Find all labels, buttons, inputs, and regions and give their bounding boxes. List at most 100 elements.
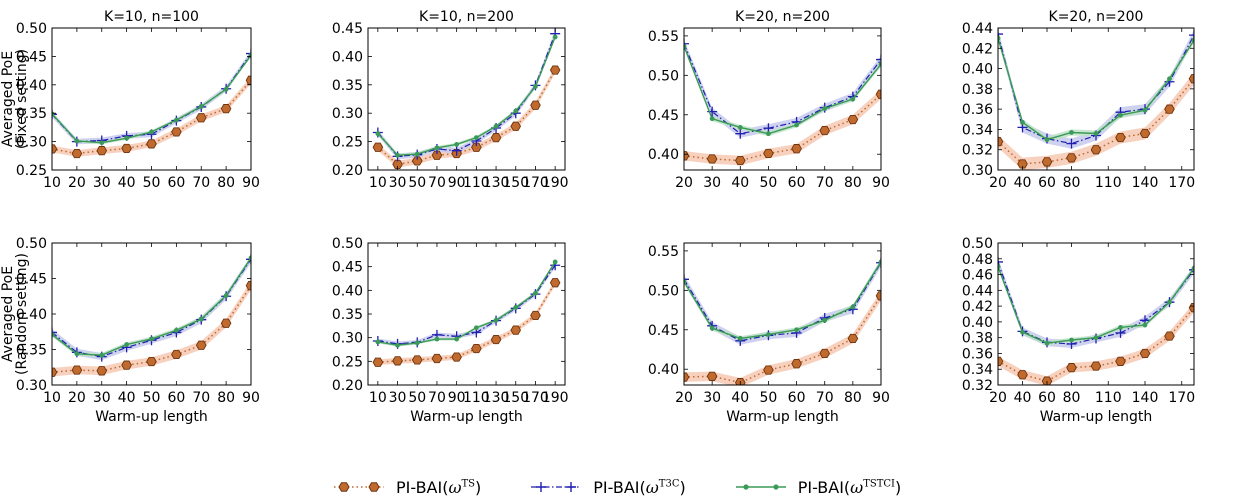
point-tstci (473, 325, 479, 331)
point-ts (121, 143, 132, 154)
point-ts (96, 146, 108, 156)
point-ts (1164, 104, 1175, 114)
series-line-tstci (377, 261, 556, 346)
point-t3c (451, 145, 462, 156)
point-tstci (1142, 107, 1148, 113)
point-tstci (709, 325, 715, 331)
point-tstci (1093, 131, 1099, 136)
x-tick-label: 10 (43, 175, 61, 191)
y-tick-label: 0.30 (16, 135, 47, 151)
point-tstci (552, 34, 558, 40)
x-tick-label: 50 (408, 390, 426, 406)
y-tick-label: 0.40 (16, 78, 47, 94)
point-tstci (414, 151, 420, 157)
point-tstci (998, 35, 1001, 41)
point-tstci (99, 352, 105, 358)
series-line-t3c (684, 43, 881, 135)
point-tstci (395, 342, 400, 348)
legend-swatch-tstci (735, 484, 786, 490)
y-tick-label: 0.40 (332, 283, 363, 299)
y-tick-label: 0.44 (962, 21, 993, 37)
x-tick-label: 70 (816, 175, 834, 191)
point-t3c (735, 128, 746, 139)
point-tstci (794, 122, 799, 128)
point-tstci (794, 327, 799, 333)
y-tick-label: 0.35 (332, 307, 363, 323)
point-ts (706, 371, 718, 381)
x-tick-label: 50 (760, 390, 778, 406)
y-tick-label: 0.30 (332, 106, 363, 122)
point-tstci (434, 145, 440, 151)
x-axis-label: Warm-up length (1040, 409, 1153, 425)
axes-frame (367, 27, 566, 171)
point-ts (549, 278, 561, 288)
point-tstci (52, 111, 55, 117)
point-ts (1139, 128, 1151, 139)
panel-title: K=20, n=200 (735, 9, 830, 25)
x-tick-label: 60 (167, 390, 185, 406)
point-tstci (149, 336, 154, 342)
x-tick-label: 90 (872, 390, 890, 406)
point-tstci (1142, 322, 1148, 328)
point-tstci (454, 336, 460, 342)
x-tick-label: 20 (675, 175, 693, 191)
x-tick-label: 140 (1132, 175, 1159, 191)
x-tick-label: 80 (1063, 175, 1081, 191)
chart-panel-8: 0.320.340.360.380.400.420.440.460.480.50… (962, 236, 1195, 425)
legend-swatch-ts (334, 482, 384, 492)
x-tick-label: 40 (731, 390, 749, 406)
ylabel-line-2: (Fixed setting) (14, 49, 30, 149)
point-ts (530, 100, 541, 110)
point-tstci (198, 103, 204, 109)
y-tick-label: 0.50 (16, 21, 47, 37)
y-tick-label: 0.45 (332, 21, 363, 37)
x-tick-label: 40 (118, 390, 136, 406)
y-tick-label: 0.45 (648, 108, 679, 124)
y-tick-label: 0.34 (962, 122, 993, 138)
point-tstci (1191, 265, 1194, 271)
axes-frame (683, 27, 882, 171)
point-tstci (737, 336, 743, 341)
y-tick-label: 0.34 (962, 362, 993, 378)
x-tick-label: 70 (192, 390, 210, 406)
y-tick-label: 0.50 (962, 236, 993, 252)
point-tstci (414, 340, 420, 346)
point-ts (763, 148, 774, 159)
point-ts (1188, 303, 1194, 313)
x-tick-label: 70 (428, 175, 446, 191)
y-tick-label: 0.50 (16, 236, 47, 252)
point-tstci (375, 339, 381, 345)
point-t3c (684, 38, 689, 49)
point-ts (71, 365, 83, 375)
series-line-t3c (52, 53, 251, 143)
y-tick-label: 0.46 (962, 268, 993, 284)
band-ts (998, 303, 1194, 385)
point-ts (490, 334, 502, 345)
point-ts (195, 340, 207, 350)
y-tick-label: 0.20 (332, 378, 363, 394)
x-tick-label: 50 (143, 175, 161, 191)
y-tick-label: 0.40 (332, 49, 363, 65)
y-tick-label: 0.40 (16, 307, 47, 323)
x-tick-label: 20 (68, 390, 86, 406)
point-tstci (684, 43, 687, 49)
x-tick-label: 190 (542, 390, 569, 406)
point-ts (1041, 376, 1053, 385)
point-ts (121, 360, 132, 370)
y-tick-label: 0.55 (648, 244, 679, 260)
point-ts (431, 150, 443, 160)
point-t3c (52, 109, 57, 120)
y-tick-label: 0.42 (962, 299, 993, 315)
point-tstci (198, 316, 204, 322)
axes-frame (683, 242, 882, 386)
point-tstci (766, 131, 771, 137)
x-tick-label: 60 (1038, 390, 1056, 406)
point-ts (875, 89, 881, 99)
point-tstci (998, 264, 1001, 270)
y-tick-label: 0.40 (648, 362, 679, 378)
point-ts (71, 148, 83, 159)
point-ts (819, 125, 831, 136)
x-tick-label: 90 (448, 390, 466, 406)
point-ts (372, 142, 384, 152)
x-tick-label: 60 (788, 390, 806, 406)
